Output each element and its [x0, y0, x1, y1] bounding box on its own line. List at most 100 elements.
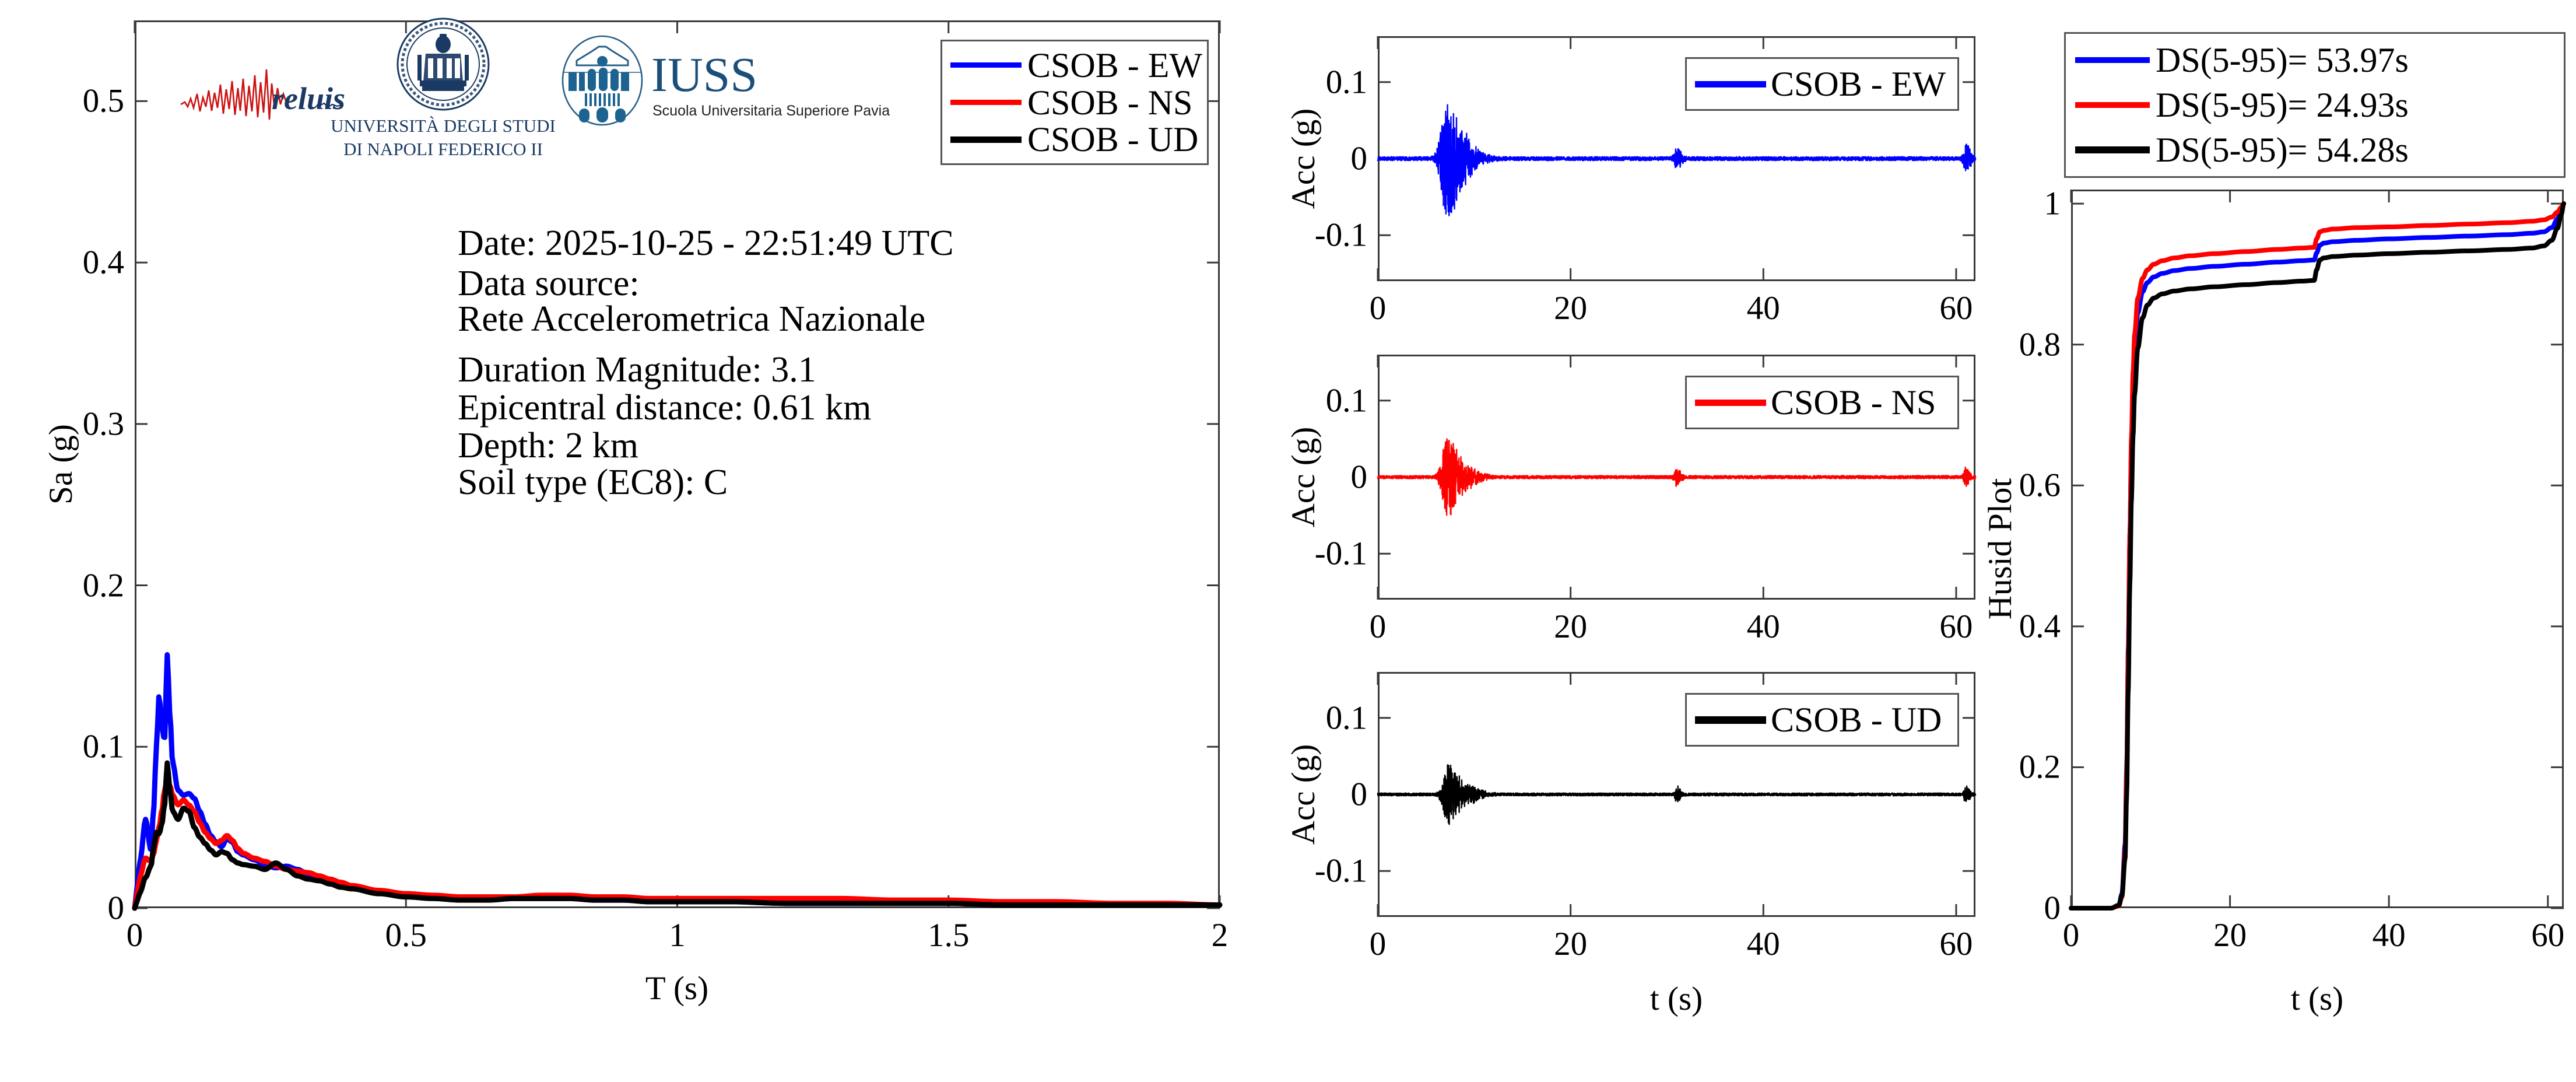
tick-label: 0.5	[385, 917, 427, 954]
husid-legend[interactable]: DS(5-95)= 53.97s DS(5-95)= 24.93s DS(5-9…	[2064, 32, 2566, 178]
reluis-logo: reluis	[169, 55, 345, 131]
tick-label: 60	[2531, 917, 2565, 954]
tick-label: 0.1	[1325, 64, 1367, 101]
legend-swatch-ds-ew	[2075, 57, 2150, 64]
unina-logo: UNIVERSITÀ DEGLI STUDI DI NAPOLI FEDERIC…	[331, 12, 556, 169]
legend-item[interactable]: CSOB - UD	[1695, 695, 1949, 745]
legend-label-ns: CSOB - NS	[1027, 83, 1193, 122]
response-spectrum-legend[interactable]: CSOB - EW CSOB - NS CSOB - UD	[940, 40, 1209, 165]
tick-label: 0	[2044, 890, 2061, 927]
tick-label: 1	[2044, 185, 2061, 222]
response-spectrum-axes	[135, 20, 1220, 908]
legend-label-ew: CSOB - EW	[1027, 45, 1202, 85]
tick-label: 0	[1369, 926, 1387, 962]
tick-label: 0.1	[1325, 382, 1367, 419]
event-info-source-label: Data source:	[458, 264, 640, 303]
legend-item[interactable]: CSOB - EW	[950, 45, 1202, 85]
tick-label: 0	[1369, 290, 1387, 327]
tick-label: 0.2	[2019, 748, 2061, 786]
tick-label: -0.1	[1314, 852, 1367, 890]
tick-label: 2	[1211, 917, 1229, 954]
tick-label: 1	[669, 917, 686, 954]
legend-label-ew: CSOB - EW	[1771, 65, 1946, 103]
tick-label: 40	[1746, 926, 1780, 962]
tick-label: -0.1	[1314, 535, 1367, 572]
husid-xlabel: t (s)	[2290, 981, 2344, 1017]
tick-label: 0.6	[2019, 467, 2061, 504]
tick-label: 0.3	[82, 405, 124, 443]
legend-swatch-ds-ud	[2075, 146, 2150, 153]
legend-swatch-ud	[950, 136, 1022, 143]
legend-label-ds-ns: DS(5-95)= 24.93s	[2156, 85, 2409, 124]
acc-ud-xlabel: t (s)	[1650, 981, 1703, 1017]
unina-line2: DI NAPOLI FEDERICO II	[343, 139, 543, 159]
iuss-acronym: IUSS	[651, 48, 757, 102]
legend-swatch-ns	[1695, 399, 1766, 406]
tick-label: 0.1	[1325, 699, 1367, 737]
tick-label: -0.1	[1314, 216, 1367, 254]
acc-ns-ylabel: Acc (g)	[1285, 426, 1322, 528]
legend-label-ds-ew: DS(5-95)= 53.97s	[2156, 41, 2409, 80]
tick-label: 0	[1350, 776, 1368, 813]
legend-label-ud: CSOB - UD	[1771, 701, 1942, 739]
legend-item[interactable]: CSOB - NS	[950, 84, 1199, 121]
acc-ud-canvas	[1377, 672, 1977, 917]
acc-ud-ylabel: Acc (g)	[1285, 744, 1322, 845]
legend-item[interactable]: DS(5-95)= 53.97s	[2075, 38, 2554, 83]
tick-label: 20	[1554, 926, 1588, 962]
iuss-logo: IUSS Scuola Universitaria Superiore Pavi…	[557, 35, 890, 140]
acc-ew-ylabel: Acc (g)	[1285, 108, 1322, 209]
husid-axes	[2071, 190, 2564, 908]
tick-label: 0	[1350, 140, 1368, 177]
legend-item[interactable]: CSOB - EW	[1695, 59, 1949, 109]
event-info-source-value: Rete Accelerometrica Nazionale	[458, 299, 926, 339]
legend-swatch-ns	[950, 100, 1022, 105]
tick-label: 1.5	[928, 917, 970, 954]
event-info-epicentral-distance: Epicentral distance: 0.61 km	[458, 388, 872, 428]
tick-label: 0	[2062, 917, 2080, 954]
legend-item[interactable]: DS(5-95)= 24.93s	[2075, 83, 2554, 128]
response-spectrum-ylabel: Sa (g)	[43, 424, 79, 505]
legend-swatch-ds-ns	[2075, 101, 2150, 108]
tick-label: 0.2	[82, 567, 124, 604]
unina-seal-icon	[396, 17, 490, 111]
event-info-soil-type: Soil type (EC8): C	[458, 463, 728, 502]
tick-label: 0.1	[82, 728, 124, 765]
event-info-date: Date: 2025-10-25 - 22:51:49 UTC	[458, 223, 954, 263]
reluis-wave-icon	[180, 69, 287, 120]
legend-label-ud: CSOB - UD	[1027, 120, 1199, 159]
reluis-wordmark: reluis	[272, 81, 345, 116]
husid-ylabel: Husid Plot	[1982, 478, 2019, 620]
tick-label: 20	[1554, 608, 1588, 645]
tick-label: 0.4	[2019, 608, 2061, 645]
legend-item[interactable]: CSOB - NS	[1695, 377, 1949, 428]
tick-label: 40	[1746, 608, 1780, 645]
tick-label: 60	[1939, 608, 1973, 645]
event-info-magnitude: Duration Magnitude: 3.1	[458, 350, 816, 390]
unina-line1: UNIVERSITÀ DEGLI STUDI	[331, 115, 556, 136]
tick-label: 0	[1369, 608, 1387, 645]
tick-label: 20	[1554, 290, 1588, 327]
iuss-subtitle: Scuola Universitaria Superiore Pavia	[652, 103, 890, 119]
iuss-building-icon	[561, 35, 643, 126]
acc-ns-canvas	[1377, 355, 1977, 600]
tick-label: 20	[2213, 917, 2247, 954]
legend-swatch-ew	[1695, 80, 1766, 87]
tick-label: 40	[2372, 917, 2406, 954]
tick-label: 0	[107, 890, 125, 927]
legend-swatch-ud	[1695, 716, 1766, 724]
tick-label: 40	[1746, 290, 1780, 327]
tick-label: 0	[126, 917, 143, 954]
response-spectrum-canvas	[132, 20, 1223, 911]
tick-label: 0.8	[2019, 326, 2061, 363]
legend-item[interactable]: DS(5-95)= 54.28s	[2075, 127, 2554, 172]
legend-swatch-ew	[950, 62, 1022, 68]
acc-ud-legend[interactable]: CSOB - UD	[1685, 693, 1959, 747]
legend-label-ds-ud: DS(5-95)= 54.28s	[2156, 130, 2409, 169]
legend-item[interactable]: CSOB - UD	[950, 121, 1199, 158]
acc-ns-legend[interactable]: CSOB - NS	[1685, 376, 1959, 429]
event-info-depth: Depth: 2 km	[458, 426, 638, 465]
tick-label: 0	[1350, 458, 1368, 496]
tick-label: 0.5	[82, 82, 124, 120]
acc-ew-legend[interactable]: CSOB - EW	[1685, 57, 1959, 111]
